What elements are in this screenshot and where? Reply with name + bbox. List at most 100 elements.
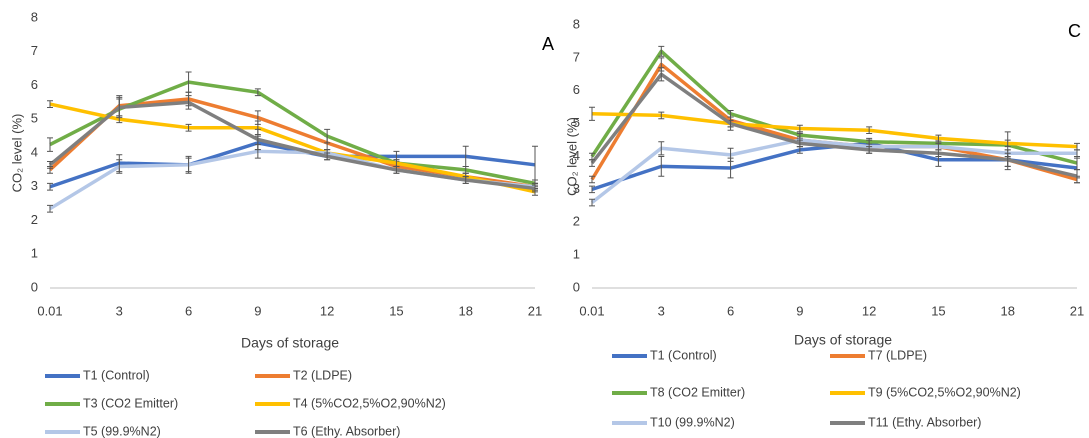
y-tick-label: 5: [573, 115, 580, 130]
series-line: [590, 49, 1078, 165]
panel-label: C: [1068, 21, 1081, 41]
legend-label: T11 (Ethy. Absorber): [868, 415, 981, 429]
y-tick-label: 0: [573, 279, 580, 294]
y-tick-label: 8: [573, 16, 580, 31]
x-tick-label: 0.01: [579, 303, 604, 318]
error-bar: [47, 160, 53, 169]
legend-label: T6 (Ethy. Absorber): [293, 424, 400, 438]
series-line: [590, 138, 1077, 204]
error-bar: [254, 88, 261, 97]
y-tick-label: 0: [31, 279, 38, 294]
x-tick-label: 12: [320, 303, 334, 318]
error-bar: [47, 137, 53, 152]
error-bar: [393, 166, 400, 174]
series-line: [591, 112, 1078, 149]
series-line: [49, 102, 536, 194]
x-tick-label: 18: [458, 303, 472, 318]
y-axis-label: CO₂ level (%): [564, 117, 579, 196]
series-line: [48, 100, 536, 191]
legend-label: T1 (Control): [83, 368, 150, 382]
x-tick-label: 18: [1000, 303, 1014, 318]
y-tick-label: 2: [31, 212, 38, 227]
error-bar: [185, 123, 192, 132]
legend-label: T8 (CO2 Emitter): [650, 385, 745, 399]
x-tick-label: 3: [658, 303, 665, 318]
error-bar: [658, 141, 665, 156]
error-bar: [116, 96, 123, 119]
error-bar: [727, 116, 734, 131]
x-tick-label: 6: [727, 303, 734, 318]
error-bar: [658, 67, 665, 82]
y-tick-label: 8: [31, 9, 38, 24]
legend-label: T7 (LDPE): [868, 348, 927, 362]
error-bar: [866, 126, 873, 134]
error-bar: [589, 159, 595, 167]
x-tick-label: 9: [254, 303, 261, 318]
legend-label: T10 (99.9%N2): [650, 415, 735, 429]
error-bar: [116, 159, 123, 174]
y-tick-label: 7: [573, 49, 580, 64]
error-bar: [866, 146, 873, 154]
error-bar: [185, 157, 192, 173]
error-bar: [324, 152, 331, 161]
x-tick-label: 6: [185, 303, 192, 318]
y-tick-label: 1: [573, 247, 580, 262]
error-bar: [1074, 149, 1080, 157]
error-bar: [185, 71, 192, 93]
error-bar: [727, 147, 734, 162]
y-tick-label: 6: [573, 82, 580, 97]
y-tick-label: 3: [573, 181, 580, 196]
x-axis-label: Days of storage: [794, 332, 892, 348]
x-tick-label: 15: [389, 303, 403, 318]
y-tick-label: 6: [31, 77, 38, 92]
error-bar: [462, 176, 469, 184]
error-bar: [47, 182, 53, 191]
error-bar: [254, 128, 261, 151]
legend-label: T2 (LDPE): [293, 368, 352, 382]
y-tick-label: 2: [573, 214, 580, 229]
series-line: [49, 80, 536, 186]
x-tick-label: 21: [1070, 303, 1084, 318]
error-bar: [658, 111, 665, 120]
y-tick-label: 4: [573, 148, 580, 163]
legend-label: T4 (5%CO2,5%O2,90%N2): [293, 396, 446, 410]
error-bar: [935, 134, 942, 143]
panel-label: A: [542, 34, 554, 54]
x-axis-label: Days of storage: [241, 335, 339, 351]
error-bar: [796, 124, 803, 133]
y-axis-label: CO₂ level (%): [9, 114, 24, 193]
x-tick-label: 3: [116, 303, 123, 318]
error-bar: [47, 204, 53, 213]
error-bar: [324, 128, 331, 144]
legend-label: T5 (99.9%N2): [83, 424, 161, 438]
series-line: [590, 62, 1078, 182]
y-tick-label: 4: [31, 144, 38, 159]
error-bar: [589, 175, 595, 184]
error-bar: [589, 198, 595, 207]
error-bar: [1074, 169, 1080, 184]
x-tick-label: 0.01: [37, 303, 62, 318]
error-bar: [185, 95, 192, 110]
error-bar: [589, 185, 595, 194]
x-tick-label: 21: [528, 303, 542, 318]
error-bar: [1004, 139, 1011, 148]
error-bar: [658, 156, 665, 177]
legend-label: T3 (CO2 Emitter): [83, 396, 178, 410]
error-bar: [935, 149, 942, 157]
x-tick-label: 15: [931, 303, 945, 318]
y-tick-label: 7: [31, 43, 38, 58]
y-tick-label: 3: [31, 178, 38, 193]
error-bar: [1004, 152, 1011, 167]
x-tick-label: 9: [796, 303, 803, 318]
error-bar: [658, 45, 665, 57]
x-tick-label: 12: [862, 303, 876, 318]
y-tick-label: 1: [31, 246, 38, 261]
error-bar: [47, 100, 53, 108]
error-bar: [796, 139, 803, 148]
legend-label: T1 (Control): [650, 348, 717, 362]
error-bar: [589, 106, 595, 121]
legend-label: T9 (5%CO2,5%O2,90%N2): [868, 385, 1021, 399]
y-tick-label: 5: [31, 111, 38, 126]
error-bar: [532, 184, 538, 193]
